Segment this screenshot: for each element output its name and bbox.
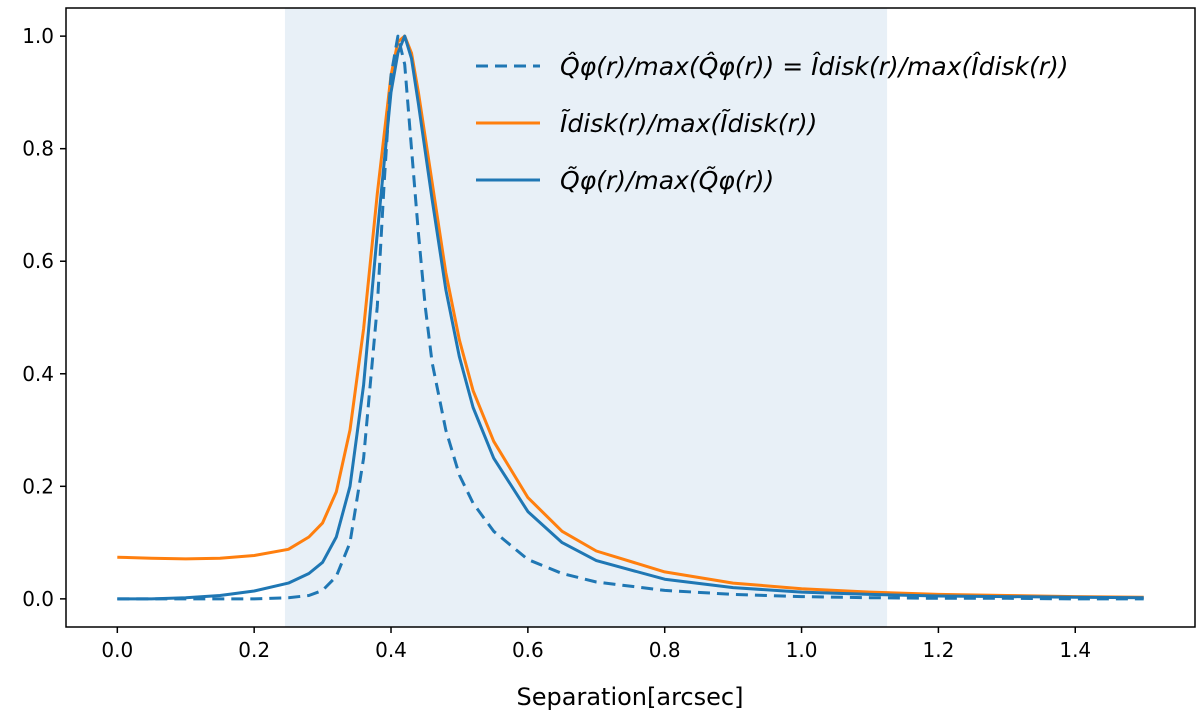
x-tick-label: 0.4 — [375, 638, 407, 662]
x-tick-label: 0.2 — [238, 638, 270, 662]
shaded-region — [284, 8, 888, 627]
x-tick-label: 1.4 — [1059, 638, 1091, 662]
x-axis-label: Separation[arcsec] — [517, 683, 744, 711]
x-tick-label: 0.6 — [512, 638, 544, 662]
y-tick-label: 0.0 — [22, 587, 54, 611]
legend-label-1: Q̂φ(r)/max(Q̂φ(r)) = Îdisk(r)/max(Îdisk(… — [560, 52, 1069, 81]
series-line-2 — [117, 34, 1144, 599]
y-tick-label: 0.6 — [22, 249, 54, 273]
series-line-1 — [117, 34, 1144, 601]
series-layer — [117, 34, 1144, 601]
y-tick-label: 0.8 — [22, 137, 54, 161]
legend-label-3: Q̃φ(r)/max(Q̃φ(r)) — [560, 166, 774, 195]
x-tick-label: 0.0 — [101, 638, 133, 662]
ticks-layer: 0.0 0.2 0.4 0.6 0.8 1.0 1.2 1.4 0.0 0.2 0.4 0.6 0.8 1… — [22, 24, 1091, 662]
plot-frame — [65, 7, 1196, 628]
x-tick-label: 0.8 — [649, 638, 681, 662]
y-tick-label: 0.2 — [22, 474, 54, 498]
x-tick-label: 1.0 — [786, 638, 818, 662]
y-tick-label: 0.4 — [22, 362, 54, 386]
legend: Q̂φ(r)/max(Q̂φ(r)) = Îdisk(r)/max(Îdisk(… — [476, 52, 1069, 195]
legend-label-2: Ĩdisk(r)/max(Ĩdisk(r)) — [560, 108, 817, 138]
y-tick-label: 1.0 — [22, 24, 54, 48]
x-tick-label: 1.2 — [923, 638, 955, 662]
series-line-3 — [117, 34, 1144, 601]
